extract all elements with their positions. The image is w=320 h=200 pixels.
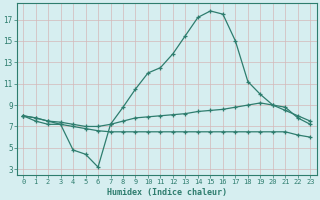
X-axis label: Humidex (Indice chaleur): Humidex (Indice chaleur)	[107, 188, 227, 197]
